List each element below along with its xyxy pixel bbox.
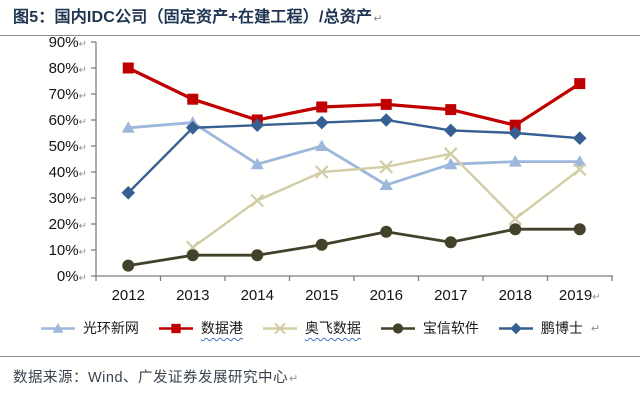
- x-marker: [314, 165, 329, 179]
- series-0: [121, 116, 587, 190]
- circle-marker: [444, 236, 457, 249]
- axes: [95, 42, 613, 277]
- square-marker: [574, 78, 586, 90]
- diamond-marker: [379, 113, 394, 127]
- circle-marker: [573, 223, 586, 236]
- triangle-marker: [250, 157, 264, 170]
- legend-label: 光环新网: [82, 320, 139, 336]
- diamond-marker: [572, 131, 587, 145]
- legend-item-4: 鹏博士 ↵: [498, 318, 600, 338]
- series-2: [185, 147, 587, 255]
- figure-title: 图5：国内IDC公司（固定资产+在建工程）/总资产↵: [13, 8, 628, 29]
- legend-label: 宝信软件: [422, 320, 479, 336]
- y-tick-label: 50%↵: [49, 138, 87, 155]
- diamond-marker: [314, 115, 329, 130]
- y-tick-label: 70%↵: [49, 86, 87, 103]
- legend-square-icon: [158, 323, 193, 333]
- x-marker: [274, 322, 286, 334]
- legend-label: 鹏博士: [540, 320, 583, 336]
- series-line: [127, 66, 581, 127]
- chart-legend: 光环新网 数据港 奥飞数据 宝信软件 鹏博士 ↵: [0, 310, 640, 342]
- line-chart: 0%↵ 10%↵ 20%↵ 30%↵ 40%↵ 50%↵ 60%↵ 70%↵ 80%↵ 90%↵ 2…: [49, 34, 613, 304]
- figure-title-text: 图5：国内IDC公司（固定资产+在建工程）/总资产: [13, 9, 373, 26]
- square-marker: [380, 98, 392, 110]
- circle-marker: [392, 322, 403, 334]
- x-tick-label: 2017: [434, 287, 467, 304]
- series-line: [128, 121, 580, 187]
- legend-item-3: 宝信软件: [380, 318, 479, 338]
- legend-triangle-icon: [40, 322, 75, 333]
- triangle-marker: [121, 121, 135, 133]
- legend-label: 奥飞数据: [304, 320, 361, 336]
- footer-divider: [0, 356, 640, 357]
- square-marker: [122, 62, 134, 74]
- triangle-marker: [444, 157, 458, 170]
- legend-item-2: 奥飞数据: [262, 318, 361, 338]
- circle-marker: [509, 223, 522, 236]
- y-axis-ticks: 0%↵ 10%↵ 20%↵ 30%↵ 40%↵ 50%↵ 60%↵ 70%↵ 80%↵ 90%↵: [49, 34, 96, 285]
- square-marker: [445, 104, 457, 116]
- y-tick-label: 10%↵: [49, 242, 87, 259]
- y-tick-label: 60%↵: [49, 112, 87, 129]
- y-tick-label: 30%↵: [49, 190, 87, 207]
- triangle-marker: [508, 155, 522, 167]
- x-marker: [250, 193, 265, 208]
- circle-marker: [122, 259, 135, 272]
- square-marker: [187, 93, 199, 105]
- return-mark: ↵: [373, 13, 383, 25]
- legend-diamond-icon: [498, 322, 533, 334]
- y-tick-label: 80%↵: [49, 60, 87, 77]
- circle-marker: [315, 238, 328, 251]
- square-marker: [316, 101, 328, 113]
- circle-marker: [186, 249, 199, 262]
- x-tick-label: 2012: [112, 287, 145, 304]
- chart-area: 0%↵ 10%↵ 20%↵ 30%↵ 40%↵ 50%↵ 60%↵ 70%↵ 80%↵ 90%↵ 2…: [0, 34, 640, 310]
- legend-x-icon: [262, 322, 297, 334]
- x-tick-label: 2015: [305, 287, 338, 304]
- x-marker: [379, 160, 394, 174]
- series-line: [128, 227, 580, 267]
- diamond-marker: [443, 123, 458, 138]
- square-marker: [171, 323, 181, 333]
- diamond-marker: [508, 126, 523, 140]
- figure-header: 图5：国内IDC公司（固定资产+在建工程）/总资产↵: [0, 0, 640, 35]
- diamond-marker: [121, 186, 136, 200]
- return-mark: ↵: [289, 373, 299, 385]
- x-tick-label: 2019↵: [559, 287, 601, 304]
- x-marker: [508, 212, 523, 226]
- series-3: [122, 223, 586, 272]
- x-tick-label: 2016: [370, 287, 403, 304]
- return-mark: ↵: [590, 322, 601, 335]
- data-source: 数据来源：Wind、广发证券发展研究中心↵: [0, 357, 640, 387]
- triangle-marker: [315, 139, 329, 151]
- x-marker: [572, 162, 587, 177]
- x-marker: [443, 147, 458, 161]
- y-tick-label: 0%↵: [57, 268, 87, 285]
- triangle-marker: [379, 178, 393, 190]
- legend-circle-icon: [380, 322, 415, 334]
- x-tick-label: 2014: [241, 287, 274, 304]
- title-divider: [0, 35, 640, 36]
- data-source-text: 数据来源：Wind、广发证券发展研究中心: [13, 370, 289, 386]
- square-marker: [509, 119, 521, 131]
- series-line: [127, 118, 580, 194]
- y-tick-label: 20%↵: [49, 216, 87, 233]
- x-tick-label: 2013: [176, 287, 209, 304]
- legend-item-1: 数据港: [158, 318, 243, 338]
- x-axis-ticks: 2012 2013 2014 2015 2016 2017 2018 2019↵: [95, 276, 613, 304]
- x-tick-label: 2018: [499, 287, 532, 304]
- circle-marker: [251, 249, 264, 262]
- diamond-marker: [510, 322, 522, 334]
- figure-footer: 数据来源：Wind、广发证券发展研究中心↵: [0, 356, 640, 387]
- legend-label: 数据港: [200, 320, 243, 336]
- legend-item-0: 光环新网: [40, 318, 139, 338]
- y-tick-label: 90%↵: [49, 36, 87, 51]
- triangle-marker: [573, 155, 587, 167]
- y-tick-label: 40%↵: [49, 164, 87, 181]
- circle-marker: [380, 225, 393, 238]
- triangle-marker: [52, 322, 64, 333]
